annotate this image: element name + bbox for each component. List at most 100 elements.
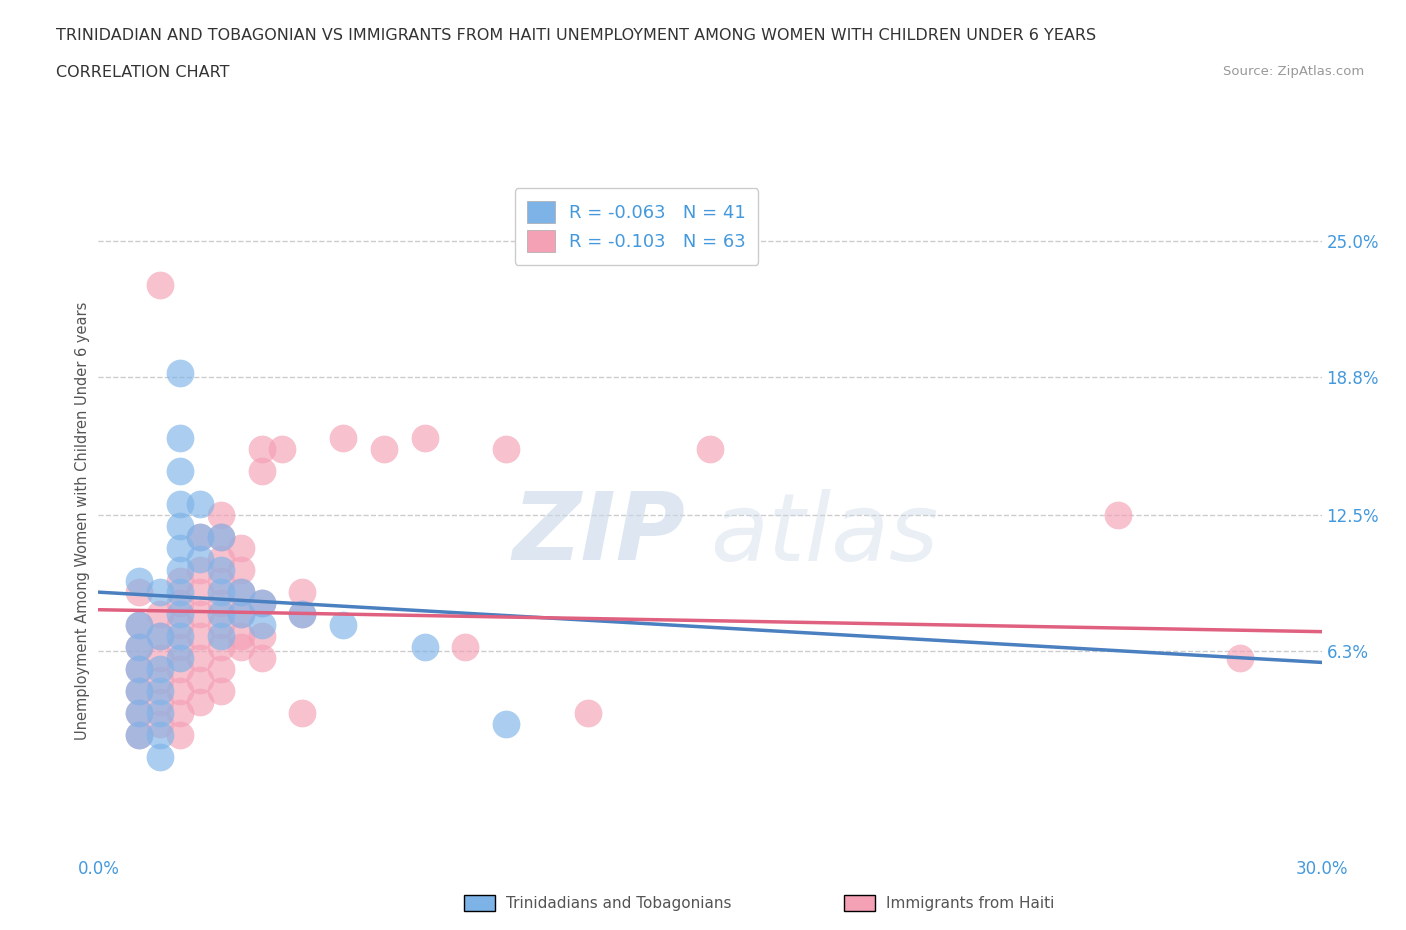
Point <box>209 596 232 611</box>
Point <box>291 606 314 621</box>
Point <box>209 629 232 644</box>
Point <box>169 431 191 445</box>
Point <box>128 684 150 698</box>
Point <box>149 277 172 292</box>
Point <box>149 661 172 676</box>
Point <box>209 508 232 523</box>
Point <box>231 606 253 621</box>
Point <box>413 431 436 445</box>
Point <box>495 716 517 731</box>
Legend: R = -0.063   N = 41, R = -0.103   N = 63: R = -0.063 N = 41, R = -0.103 N = 63 <box>515 189 758 265</box>
Point <box>250 442 273 457</box>
Point <box>699 442 721 457</box>
Point <box>231 541 253 556</box>
Point <box>576 706 599 721</box>
Point <box>149 716 172 731</box>
Point <box>231 629 253 644</box>
Point <box>250 651 273 666</box>
Point <box>149 672 172 687</box>
Point <box>231 606 253 621</box>
Point <box>128 640 150 655</box>
Point <box>149 651 172 666</box>
Point <box>128 661 150 676</box>
Point <box>209 585 232 600</box>
Point <box>128 640 150 655</box>
Point <box>169 519 191 534</box>
Point <box>209 618 232 632</box>
Point <box>149 629 172 644</box>
Point <box>250 464 273 479</box>
Point <box>149 750 172 764</box>
Point <box>188 606 212 621</box>
Text: ZIP: ZIP <box>513 488 686 580</box>
Text: CORRELATION CHART: CORRELATION CHART <box>56 65 229 80</box>
Point <box>169 640 191 655</box>
Point <box>332 431 354 445</box>
Y-axis label: Unemployment Among Women with Children Under 6 years: Unemployment Among Women with Children U… <box>75 301 90 740</box>
Point <box>209 563 232 578</box>
Point <box>188 629 212 644</box>
Text: atlas: atlas <box>710 488 938 579</box>
Point <box>209 530 232 545</box>
Point <box>169 727 191 742</box>
Point <box>149 695 172 710</box>
Point <box>169 464 191 479</box>
Point <box>188 563 212 578</box>
Point <box>209 640 232 655</box>
Point <box>231 640 253 655</box>
Point <box>454 640 477 655</box>
Point <box>128 618 150 632</box>
Text: Immigrants from Haiti: Immigrants from Haiti <box>886 897 1054 911</box>
Text: Source: ZipAtlas.com: Source: ZipAtlas.com <box>1223 65 1364 78</box>
Point <box>188 530 212 545</box>
Point <box>231 563 253 578</box>
Point <box>128 727 150 742</box>
Point <box>495 442 517 457</box>
Point <box>209 684 232 698</box>
Point <box>169 618 191 632</box>
Point <box>373 442 395 457</box>
Point <box>149 585 172 600</box>
Point <box>128 706 150 721</box>
Point <box>250 596 273 611</box>
Point <box>332 618 354 632</box>
Point <box>128 684 150 698</box>
Point <box>188 497 212 512</box>
Point <box>209 530 232 545</box>
Point <box>169 684 191 698</box>
Point <box>1229 651 1251 666</box>
Point <box>188 672 212 687</box>
Point <box>169 596 191 611</box>
Point <box>169 365 191 380</box>
Point <box>169 585 191 600</box>
Point <box>291 706 314 721</box>
Point <box>250 618 273 632</box>
Point <box>169 661 191 676</box>
Point <box>291 606 314 621</box>
Point <box>209 551 232 566</box>
Point <box>209 574 232 589</box>
Point <box>169 706 191 721</box>
Point <box>128 618 150 632</box>
Point <box>128 574 150 589</box>
Point <box>270 442 294 457</box>
Point <box>188 651 212 666</box>
Text: Trinidadians and Tobagonians: Trinidadians and Tobagonians <box>506 897 731 911</box>
Point <box>149 606 172 621</box>
Point <box>413 640 436 655</box>
Point <box>128 706 150 721</box>
Point <box>188 551 212 566</box>
Point <box>169 651 191 666</box>
Point <box>188 585 212 600</box>
Point <box>149 684 172 698</box>
Point <box>149 727 172 742</box>
Point <box>231 585 253 600</box>
Point <box>169 541 191 556</box>
Point <box>169 574 191 589</box>
Point <box>169 563 191 578</box>
Point <box>188 695 212 710</box>
Point <box>250 596 273 611</box>
Point <box>250 629 273 644</box>
Point <box>128 727 150 742</box>
Point <box>1107 508 1129 523</box>
